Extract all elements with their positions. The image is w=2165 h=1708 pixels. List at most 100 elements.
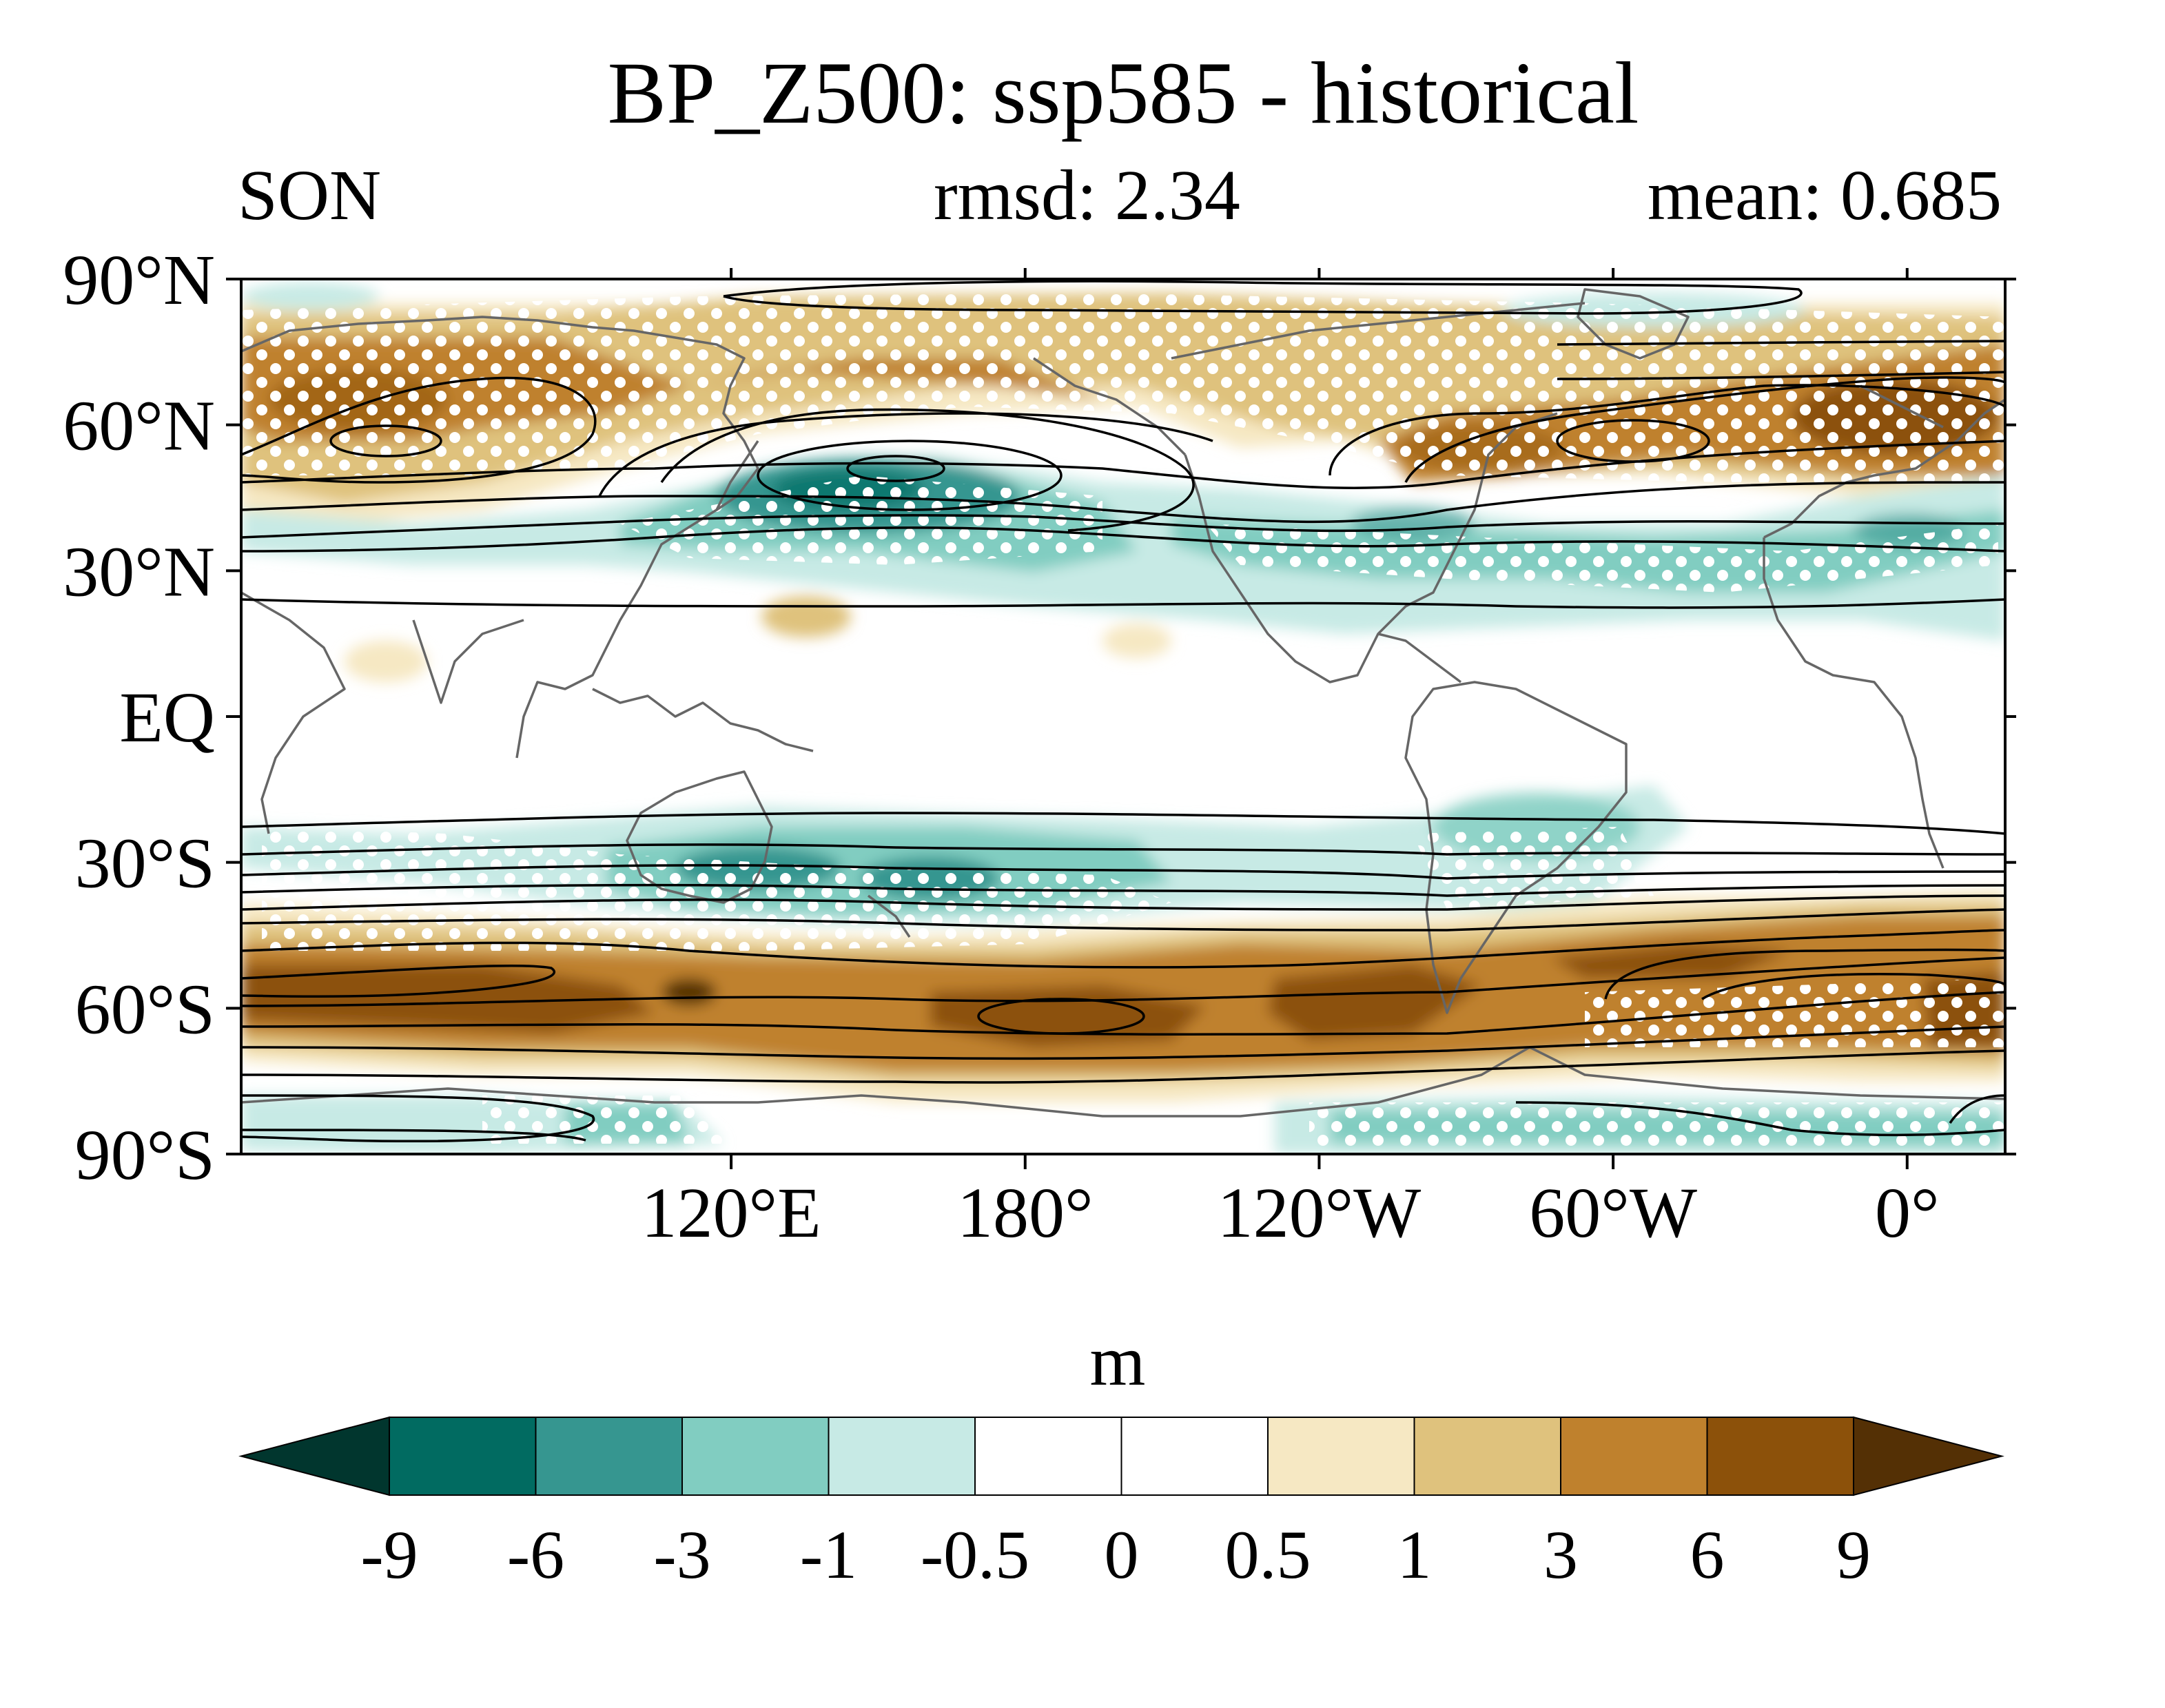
- colorbar-level-label: -1: [800, 1516, 857, 1593]
- stipple-ant-region-1: [482, 1095, 730, 1144]
- lon-tick-label: 180°: [957, 1173, 1094, 1253]
- colorbar-level-label: -3: [653, 1516, 710, 1593]
- colorbar-level-label: 1: [1397, 1516, 1432, 1593]
- contour-arctic-2: [1557, 340, 2005, 346]
- shading-natl-teal: [1351, 506, 1475, 541]
- shading-tropic-tan-2: [1102, 624, 1171, 658]
- contour-sh-atl-lo: [1701, 973, 2005, 1000]
- contour-nh-2: [241, 526, 2005, 553]
- shading-tropic-tan-3: [345, 641, 427, 682]
- contour-sh-10: [241, 991, 2005, 1036]
- colorbar-level-label: -0.5: [921, 1516, 1029, 1593]
- contour-sh-12: [241, 1049, 2005, 1084]
- contour-sh-atl-lo-2: [1604, 948, 2005, 1000]
- rmsd-label: rmsd: 2.34: [934, 156, 1240, 235]
- lon-tick-label: 60°W: [1529, 1173, 1697, 1253]
- contour-arctic-3: [1557, 371, 2005, 380]
- contour-polar: [723, 280, 1803, 315]
- coast-gulf-caribbean: [1377, 632, 1462, 683]
- coast-alaska: [1033, 357, 1187, 456]
- lat-tick-label: 60°S: [75, 969, 215, 1049]
- contour-ant-1: [241, 1094, 595, 1142]
- contour-ant-4: [1949, 1094, 2005, 1124]
- coast-scandinavia: [1860, 384, 1944, 429]
- significance-stippling: [241, 293, 2005, 1147]
- colorbar-swatch: [389, 1417, 537, 1496]
- stipple-natl-region: [1206, 524, 1998, 593]
- stipple-nh-region: [241, 293, 2005, 482]
- shading-nh-polar-teal-2: [241, 282, 379, 310]
- contour-nh-1: [241, 598, 2005, 609]
- lat-tick-label: 90°N: [63, 240, 215, 320]
- shading-sh-dark-brown-3: [1268, 965, 1481, 1040]
- lat-tick-label: 30°N: [63, 532, 215, 611]
- map-panel: [241, 279, 2005, 1154]
- colorbar-level-label: -6: [507, 1516, 564, 1593]
- lat-tick-label: 60°N: [63, 387, 215, 466]
- contour-nh-3: [241, 514, 2005, 539]
- contour-sh-3: [241, 864, 2005, 880]
- season-label: SON: [238, 156, 381, 235]
- climatology-contours: [241, 280, 2005, 1142]
- lon-tick-label: 120°W: [1218, 1173, 1422, 1253]
- stipple-ant-region-2: [1309, 1102, 2005, 1147]
- colorbar-swatch: [535, 1417, 683, 1496]
- coast-se-asia-islands: [592, 688, 814, 752]
- contour-natl-2: [1328, 384, 2005, 476]
- colorbar-extend-low: [238, 1416, 390, 1496]
- colorbar-swatch: [1413, 1417, 1561, 1496]
- colorbar-level-label: 6: [1690, 1516, 1725, 1593]
- colorbar-level-label: 9: [1836, 1516, 1871, 1593]
- contour-sh-lo-pac: [977, 998, 1145, 1035]
- colorbar-swatch: [1120, 1417, 1269, 1496]
- contour-sh-7: [241, 929, 2005, 969]
- contour-ant-3: [1515, 1101, 2005, 1137]
- contour-npac-4: [598, 412, 1213, 497]
- colorbar-unit: m: [1090, 1321, 1146, 1401]
- contour-siberia-hi: [329, 424, 442, 457]
- shading-sh-dark-brown: [241, 965, 655, 1033]
- contour-sh-4: [241, 883, 2005, 897]
- stipple-npac-region: [620, 475, 1102, 565]
- coast-south-america: [1404, 681, 1628, 1014]
- lat-tick-label: 90°S: [75, 1115, 215, 1195]
- contour-natl-1: [1556, 419, 1710, 463]
- colorbar-swatch: [681, 1417, 830, 1496]
- contour-sh-5: [241, 894, 2005, 911]
- colorbar-level-label: 0: [1105, 1516, 1139, 1593]
- colorbar: -9 -6 -3 -1 -0.5 0 0.5 1 3 6 9: [238, 1416, 2004, 1593]
- contour-eurasia-loop: [241, 376, 597, 484]
- figure-title: BP_Z500: ssp585 - historical: [608, 44, 1639, 142]
- contour-nh-4: [241, 481, 2005, 524]
- colorbar-level-label: -9: [360, 1516, 418, 1593]
- colorbar-level-label: 3: [1543, 1516, 1578, 1593]
- map-axes: 90°N 60°N 30°N EQ 30°S 60°S 90°S 120°E 180° 120°W…: [63, 240, 2016, 1253]
- coast-arabia-africa: [241, 591, 346, 834]
- contour-sh-6: [241, 908, 2005, 932]
- contour-ant-2: [241, 1129, 586, 1142]
- coast-australia: [626, 770, 773, 904]
- contour-sh-8: [241, 964, 556, 998]
- shading-sh-darkest: [661, 978, 717, 1006]
- coast-canada-arctic: [1171, 302, 1586, 360]
- lon-tick-label: 120°E: [642, 1173, 821, 1253]
- colorbar-swatch: [1560, 1417, 1708, 1496]
- coast-europe: [1763, 398, 2005, 539]
- lat-tick-label: 30°S: [75, 824, 215, 903]
- colorbar-swatch: [1267, 1417, 1415, 1496]
- coast-greenland: [1577, 288, 1690, 360]
- colorbar-swatch: [1706, 1417, 1854, 1496]
- stipple-sam-region: [1413, 827, 1654, 909]
- lat-tick-label: EQ: [119, 678, 215, 757]
- contour-sh-9: [241, 956, 2005, 1007]
- colorbar-swatch: [828, 1417, 976, 1496]
- contour-natl-3: [1404, 376, 2005, 483]
- contour-npac-1: [846, 455, 945, 482]
- coast-eurasia-north: [241, 316, 759, 759]
- contour-npac-3: [660, 408, 1195, 532]
- contour-sh-2: [241, 843, 2005, 856]
- lon-tick-label: 0°: [1875, 1173, 1940, 1253]
- colorbar-swatch: [974, 1417, 1122, 1496]
- colorbar-extend-high: [1853, 1416, 2004, 1496]
- coast-antarctica: [241, 1046, 2005, 1118]
